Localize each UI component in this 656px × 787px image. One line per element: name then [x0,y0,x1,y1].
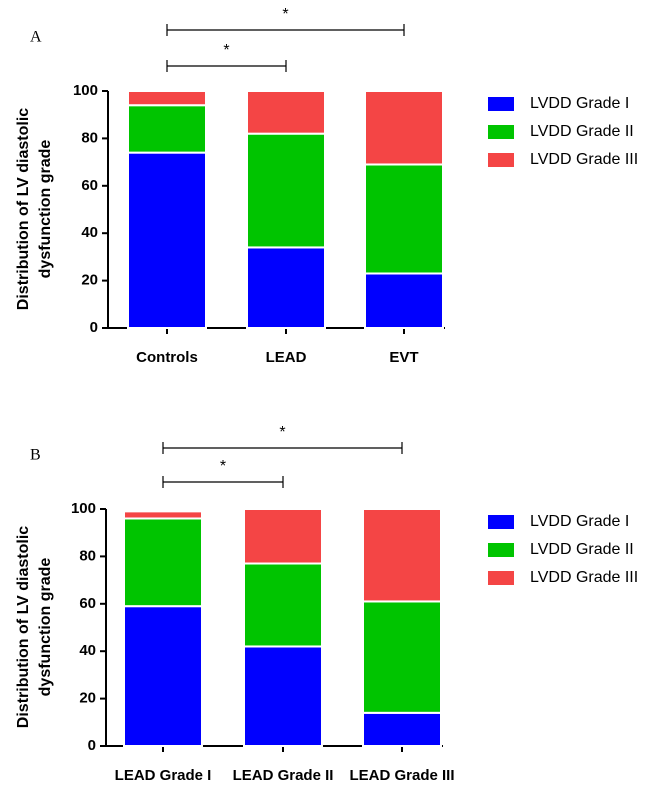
y-tick-label: 80 [79,547,96,564]
significance-bracket [162,476,284,488]
bar-segment [123,517,203,608]
y-tick-label: 100 [71,500,96,517]
x-tick-label: EVT [389,349,418,366]
bar-segment [362,508,442,603]
y-tick-label: 20 [81,272,98,289]
legend-label: LVDD Grade II [530,123,634,140]
significance-bracket [162,442,403,454]
legend-swatch [488,97,514,111]
legend-swatch [488,543,514,557]
y-tick-label: 60 [81,177,98,194]
y-axis-label: Distribution of LV diastolic [15,526,32,728]
y-tick-label: 40 [79,642,96,659]
y-tick-label: 80 [81,129,98,146]
bar-segment [127,104,207,154]
significance-bracket [166,60,287,72]
legend-label: LVDD Grade I [530,513,629,530]
x-tick-label: LEAD Grade II [233,767,334,784]
bar-segment [243,508,323,565]
y-tick-label: 20 [79,690,96,707]
y-axis-label: dysfunction grade [37,140,54,279]
x-tick-label: Controls [136,349,198,366]
bar-segment [362,600,442,714]
y-tick-label: 0 [90,319,98,336]
significance-label: * [220,458,226,475]
x-tick-label: LEAD Grade I [115,767,212,784]
bar-segment [123,510,203,520]
bar-segment [362,711,442,748]
y-tick-label: 100 [73,82,98,99]
y-axis-label: dysfunction grade [37,558,54,697]
bar-segment [364,90,444,166]
significance-label: * [223,42,229,59]
bar-segment [243,645,323,748]
bar-segment [127,90,207,107]
x-tick-label: LEAD [266,349,307,366]
legend-swatch [488,515,514,529]
significance-label: * [282,6,288,23]
bar-segment [243,562,323,648]
legend-swatch [488,571,514,585]
significance-bracket [166,24,405,36]
bar-segment [246,90,326,135]
legend-label: LVDD Grade III [530,151,638,168]
panel-label: A [30,29,42,46]
significance-label: * [279,424,285,441]
y-tick-label: 0 [88,737,96,754]
bar-segment [246,132,326,249]
legend-swatch [488,153,514,167]
bar-segment [364,272,444,329]
y-tick-label: 40 [81,224,98,241]
legend-label: LVDD Grade III [530,569,638,586]
y-axis-label: Distribution of LV diastolic [15,108,32,310]
legend-label: LVDD Grade II [530,541,634,558]
bar-segment [123,605,203,747]
legend-swatch [488,125,514,139]
legend-label: LVDD Grade I [530,95,629,112]
y-tick-label: 60 [79,595,96,612]
x-tick-label: LEAD Grade III [349,767,454,784]
bar-segment [246,246,326,329]
panel-label: B [30,447,41,464]
bar-segment [127,151,207,329]
bar-segment [364,163,444,275]
